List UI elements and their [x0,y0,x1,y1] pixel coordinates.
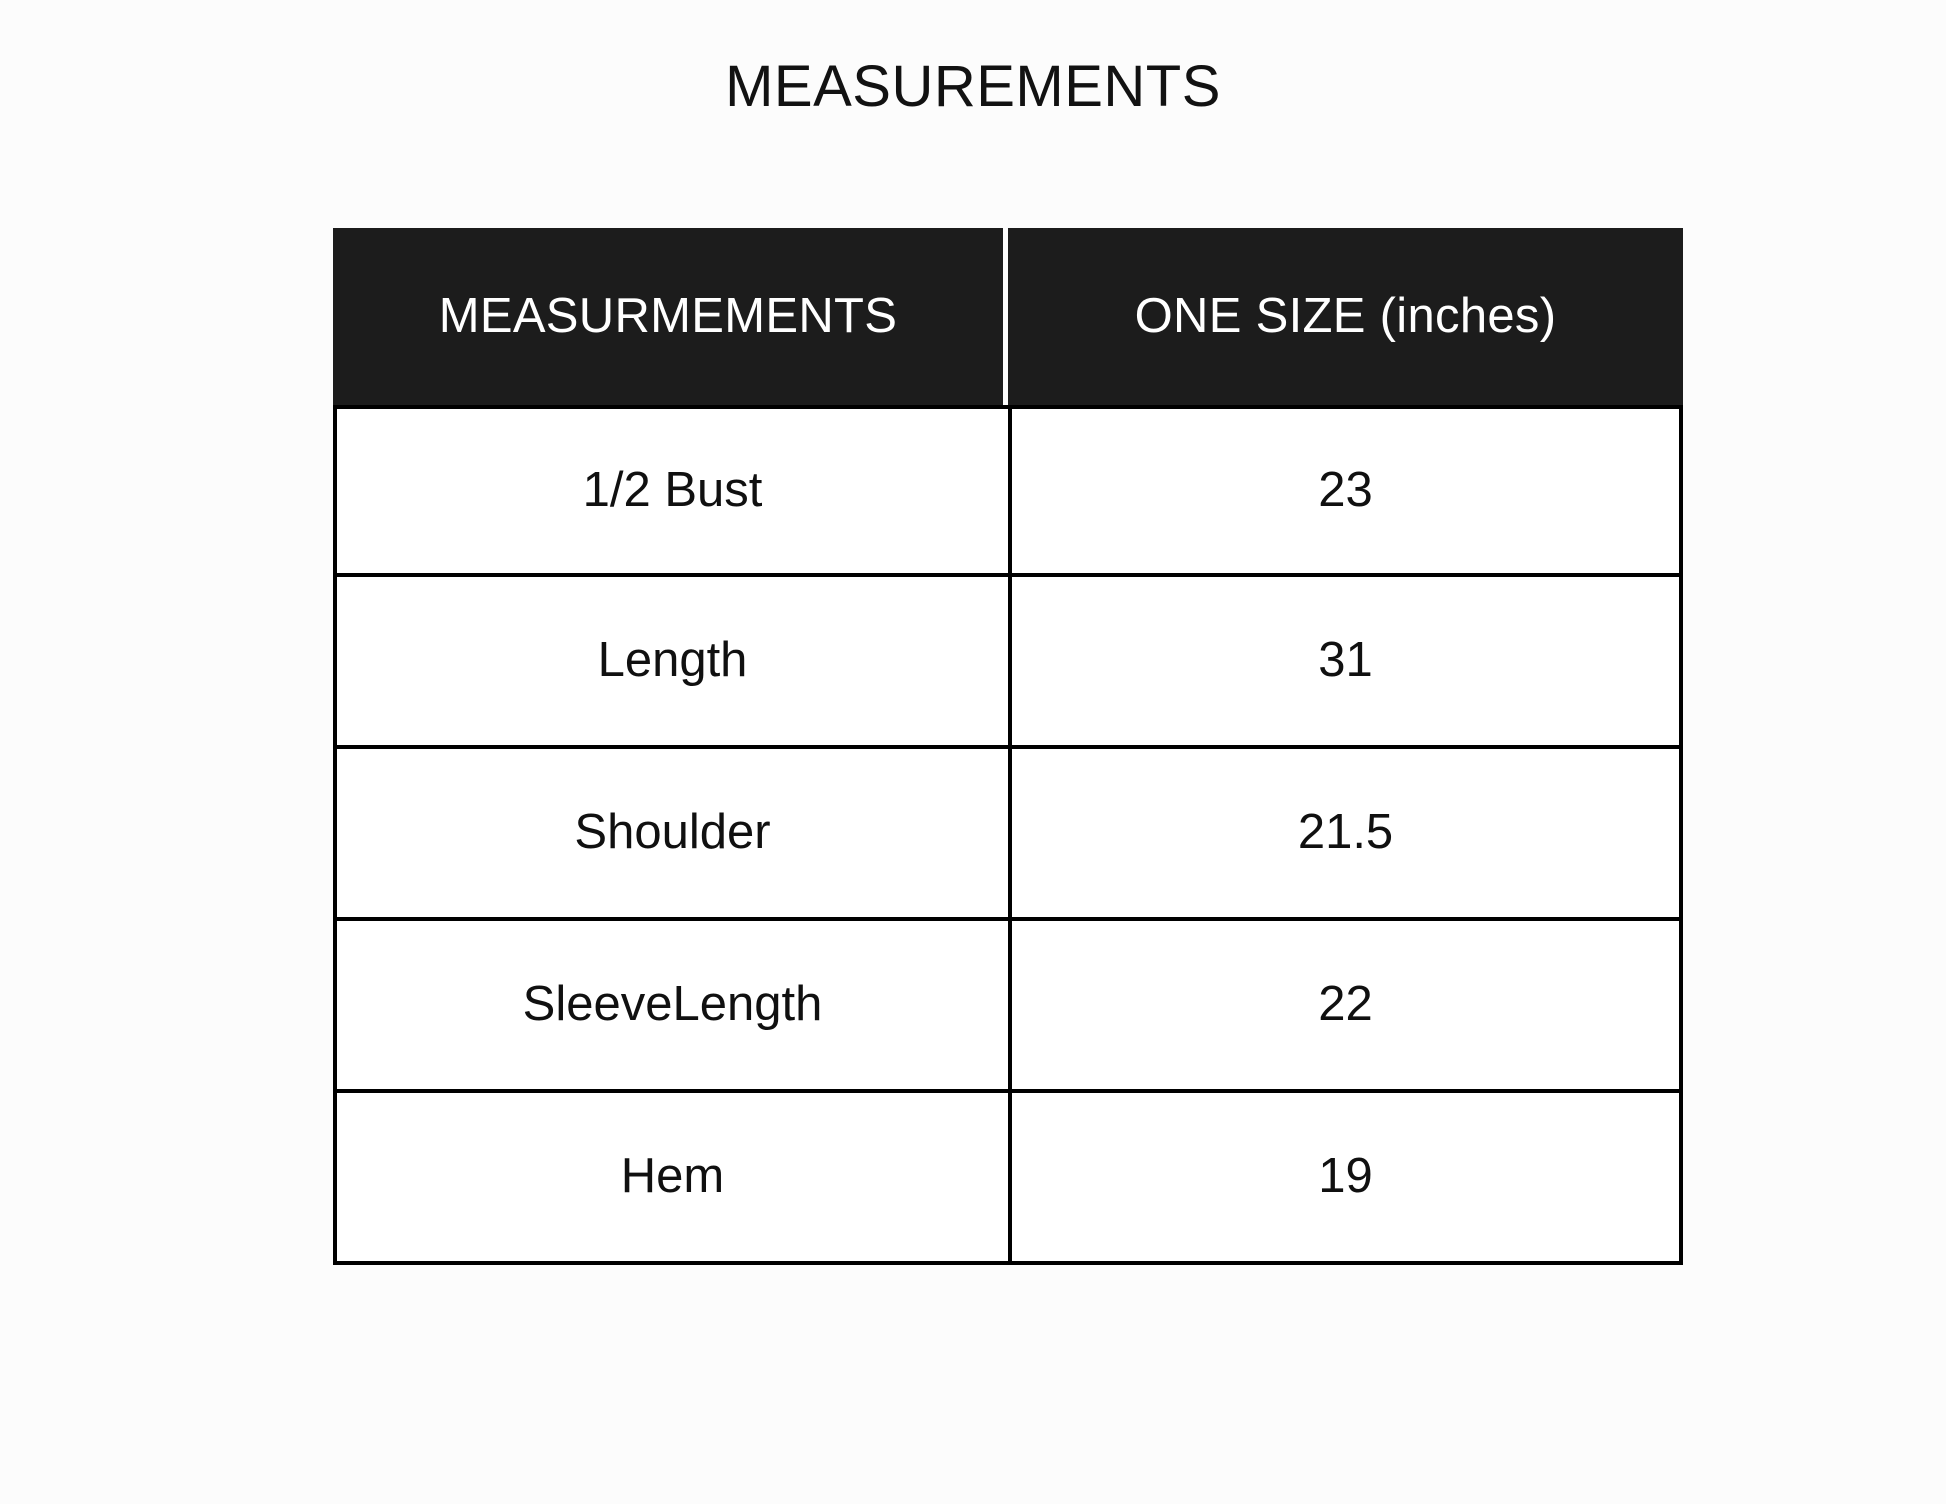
table-header-row: MEASURMEMENTS ONE SIZE (inches) [333,228,1683,405]
size-chart-container: MEASURMEMENTS ONE SIZE (inches) 1/2 Bust… [333,228,1683,1265]
table-row: 1/2 Bust 23 [333,405,1683,577]
table-body: 1/2 Bust 23 Length 31 Shoulder 21.5 Slee… [333,405,1683,1265]
measurements-table: MEASURMEMENTS ONE SIZE (inches) 1/2 Bust… [333,228,1683,1265]
table-header: MEASURMEMENTS ONE SIZE (inches) [333,228,1683,405]
column-header-measurements: MEASURMEMENTS [333,228,1008,405]
cell-measurement-value: 31 [1008,577,1683,749]
page-title: MEASUREMENTS [725,54,1221,119]
cell-measurement-value: 23 [1008,405,1683,577]
table-row: Hem 19 [333,1093,1683,1265]
cell-measurement-label: SleeveLength [333,921,1008,1093]
cell-measurement-label: Hem [333,1093,1008,1265]
cell-measurement-value: 21.5 [1008,749,1683,921]
table-row: SleeveLength 22 [333,921,1683,1093]
table-row: Shoulder 21.5 [333,749,1683,921]
cell-measurement-label: Length [333,577,1008,749]
table-row: Length 31 [333,577,1683,749]
cell-measurement-label: 1/2 Bust [333,405,1008,577]
cell-measurement-value: 19 [1008,1093,1683,1265]
cell-measurement-value: 22 [1008,921,1683,1093]
cell-measurement-label: Shoulder [333,749,1008,921]
column-header-one-size: ONE SIZE (inches) [1008,228,1683,405]
